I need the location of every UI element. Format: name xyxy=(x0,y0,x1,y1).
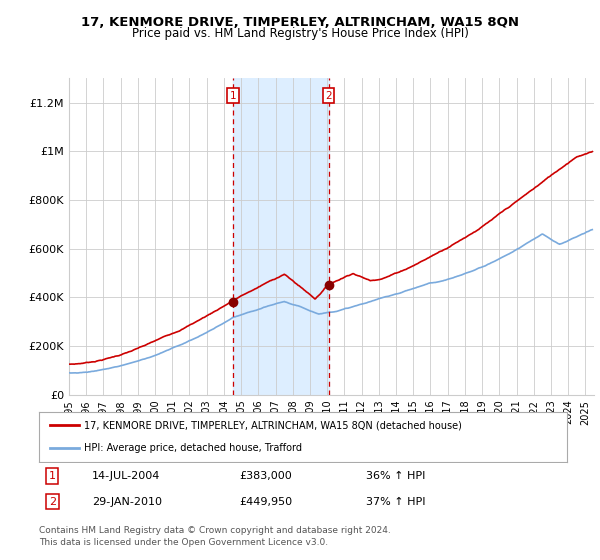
Text: 1: 1 xyxy=(49,471,56,480)
Text: Contains HM Land Registry data © Crown copyright and database right 2024.: Contains HM Land Registry data © Crown c… xyxy=(39,526,391,535)
Text: HPI: Average price, detached house, Trafford: HPI: Average price, detached house, Traf… xyxy=(84,444,302,454)
Text: £383,000: £383,000 xyxy=(239,471,292,480)
Text: 2: 2 xyxy=(325,91,332,101)
Text: 29-JAN-2010: 29-JAN-2010 xyxy=(92,497,162,507)
Text: 37% ↑ HPI: 37% ↑ HPI xyxy=(367,497,426,507)
Text: 2: 2 xyxy=(49,497,56,507)
Text: 14-JUL-2004: 14-JUL-2004 xyxy=(92,471,160,480)
Bar xyxy=(233,78,329,395)
Text: 17, KENMORE DRIVE, TIMPERLEY, ALTRINCHAM, WA15 8QN: 17, KENMORE DRIVE, TIMPERLEY, ALTRINCHAM… xyxy=(81,16,519,29)
Text: 36% ↑ HPI: 36% ↑ HPI xyxy=(367,471,426,480)
Text: 17, KENMORE DRIVE, TIMPERLEY, ALTRINCHAM, WA15 8QN (detached house): 17, KENMORE DRIVE, TIMPERLEY, ALTRINCHAM… xyxy=(84,420,462,430)
Text: £449,950: £449,950 xyxy=(239,497,293,507)
Text: This data is licensed under the Open Government Licence v3.0.: This data is licensed under the Open Gov… xyxy=(39,538,328,547)
Text: 1: 1 xyxy=(230,91,236,101)
Text: Price paid vs. HM Land Registry's House Price Index (HPI): Price paid vs. HM Land Registry's House … xyxy=(131,27,469,40)
